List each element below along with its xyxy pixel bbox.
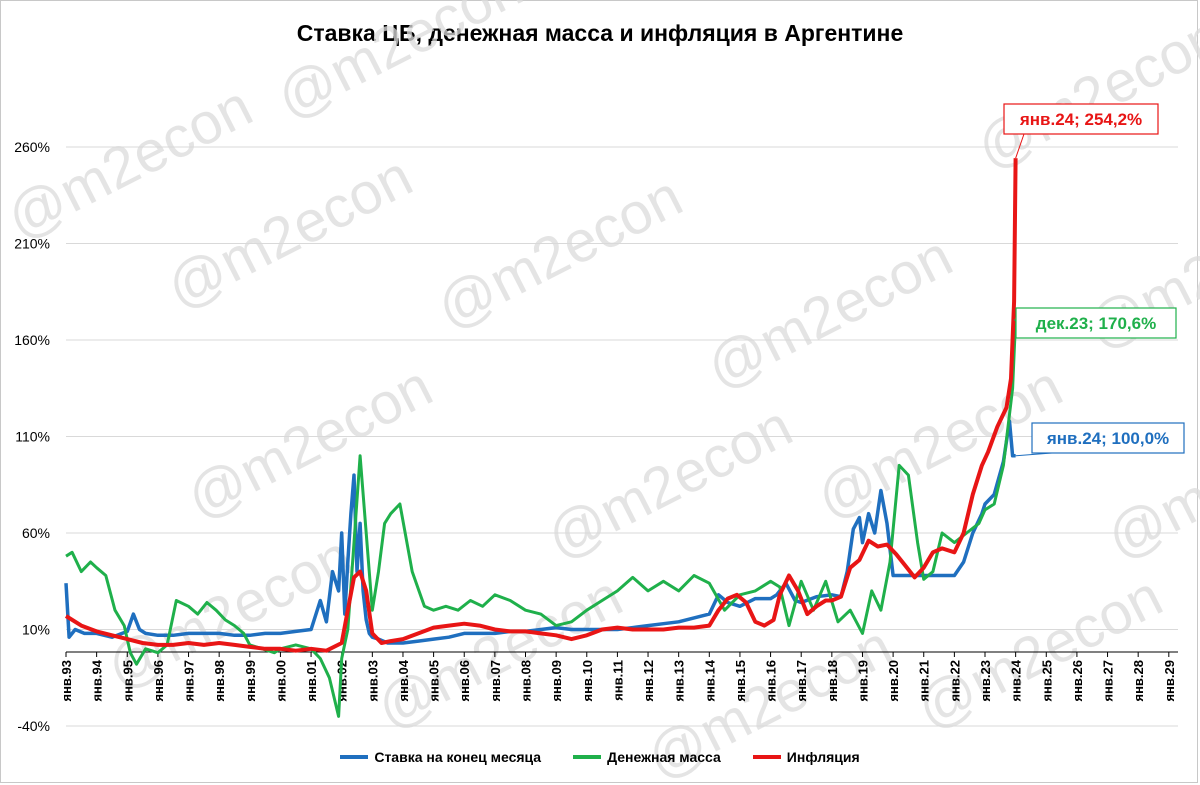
x-tick-label: янв.13 xyxy=(672,660,687,702)
watermark-text: @m2econ xyxy=(966,3,1200,181)
annotations: янв.24; 254,2% дек.23; 170,6% янв.24; 100,… xyxy=(1003,103,1185,457)
x-tick-label: янв.12 xyxy=(641,660,656,702)
x-tick-label: янв.19 xyxy=(855,660,870,702)
annotation-label: дек.23; 170,6% xyxy=(1036,314,1156,333)
x-tick-label: янв.18 xyxy=(825,660,840,702)
x-axis: янв.93 янв.94 янв.95 янв.96 янв.97 янв.98 янв.… xyxy=(59,652,1177,702)
x-tick-label: янв.03 xyxy=(365,660,380,702)
y-tick-label: 60% xyxy=(22,525,50,541)
x-tick-label: янв.11 xyxy=(610,660,625,701)
x-tick-label: янв.20 xyxy=(886,660,901,702)
annotation-box xyxy=(1003,103,1159,135)
x-tick-label: янв.00 xyxy=(273,660,288,702)
watermark-text: @m2econ xyxy=(1096,393,1200,571)
legend: Ставка на конец месяца Денежная масса Ин… xyxy=(0,749,1200,765)
y-tick-label: -40% xyxy=(17,718,50,734)
x-tick-label: янв.07 xyxy=(488,660,503,702)
x-tick-label: янв.26 xyxy=(1070,660,1085,702)
annotation-label: янв.24; 100,0% xyxy=(1046,429,1169,448)
y-tick-label: 210% xyxy=(14,236,50,252)
series-line-inflation xyxy=(64,158,1018,653)
watermark-text: @m2econ xyxy=(266,0,532,132)
x-tick-label: янв.93 xyxy=(59,660,74,702)
y-tick-label: 260% xyxy=(14,139,50,155)
x-tick-label: янв.16 xyxy=(764,660,779,702)
x-tick-label: янв.23 xyxy=(978,660,993,702)
x-tick-label: янв.98 xyxy=(212,660,227,702)
y-axis: 260% 210% 160% 110% 60% 10% -40% xyxy=(14,139,50,734)
annotation-box xyxy=(1015,307,1177,339)
x-tick-label: янв.99 xyxy=(243,660,258,702)
x-tick-label: янв.97 xyxy=(182,660,197,702)
series-lines xyxy=(64,158,1018,718)
annotation-label: янв.24; 254,2% xyxy=(1019,110,1142,129)
watermark-text: @m2econ xyxy=(426,163,692,341)
legend-swatch-rate xyxy=(340,755,369,759)
y-tick-label: 10% xyxy=(22,622,50,638)
chart-title: Ставка ЦБ, денежная масса и инфляция в А… xyxy=(296,20,904,46)
annotation-leader xyxy=(1015,133,1025,159)
x-tick-label: янв.01 xyxy=(304,660,319,702)
x-tick-label: янв.06 xyxy=(457,660,472,702)
annotation-box xyxy=(1031,422,1185,454)
y-tick-label: 110% xyxy=(15,429,50,445)
x-tick-label: янв.17 xyxy=(794,660,809,702)
legend-swatch-money xyxy=(573,755,602,759)
x-tick-label: янв.25 xyxy=(1039,660,1054,702)
x-tick-label: янв.10 xyxy=(580,660,595,702)
legend-item-rate: Ставка на конец месяца xyxy=(340,749,541,765)
x-tick-label: янв.09 xyxy=(549,660,564,702)
legend-item-money: Денежная масса xyxy=(573,749,721,765)
x-tick-label: янв.21 xyxy=(917,660,932,702)
grid-lines xyxy=(66,146,1178,727)
legend-swatch-inflation xyxy=(752,755,781,759)
x-tick-label: янв.24 xyxy=(1009,659,1024,701)
watermark-text: @m2econ xyxy=(176,353,442,531)
watermark-text: @m2econ xyxy=(0,73,262,251)
series-line-money xyxy=(65,319,1018,718)
watermark-text: @m2econ xyxy=(156,143,422,321)
y-tick-label: 160% xyxy=(14,332,50,348)
x-tick-label: янв.04 xyxy=(396,659,411,701)
watermark-text: @m2econ xyxy=(696,223,962,401)
legend-label-inflation: Инфляция xyxy=(786,749,860,765)
x-tick-label: янв.95 xyxy=(120,660,135,702)
watermark-text: @m2econ xyxy=(536,393,802,571)
x-tick-label: янв.96 xyxy=(151,660,166,702)
legend-label-money: Денежная масса xyxy=(607,749,721,765)
x-tick-label: янв.05 xyxy=(427,660,442,702)
x-tick-label: янв.29 xyxy=(1162,660,1177,702)
legend-label-rate: Ставка на конец месяца xyxy=(374,749,542,765)
x-tick-label: янв.22 xyxy=(947,660,962,702)
x-tick-label: янв.08 xyxy=(519,660,534,702)
x-tick-label: янв.14 xyxy=(702,659,717,701)
x-tick-label: янв.15 xyxy=(733,660,748,702)
x-tick-label: янв.28 xyxy=(1131,660,1146,702)
x-tick-label: янв.94 xyxy=(90,659,105,701)
legend-item-inflation: Инфляция xyxy=(752,749,860,765)
x-tick-label: янв.27 xyxy=(1101,660,1116,702)
